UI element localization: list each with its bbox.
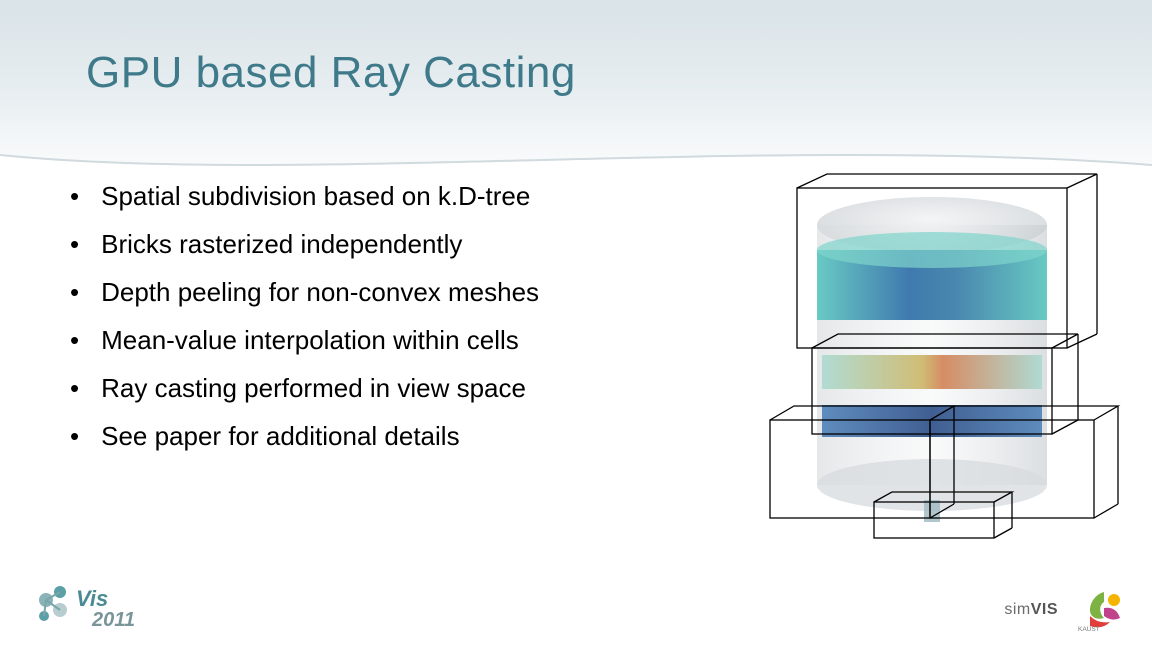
bullet-marker: •: [70, 418, 79, 454]
bullet-item: • Spatial subdivision based on k.D-tree: [70, 178, 690, 214]
slide: GPU based Ray Casting • Spatial subdivis…: [0, 0, 1152, 648]
bullet-item: • Ray casting performed in view space: [70, 370, 690, 406]
vis2011-logo: Vis 2011: [34, 582, 184, 634]
footer-logos: Vis 2011 simVIS KAUST: [0, 578, 1152, 648]
bullet-marker: •: [70, 370, 79, 406]
bullet-item: • Depth peeling for non-convex meshes: [70, 274, 690, 310]
kaust-text: KAUST: [1078, 626, 1100, 632]
bullet-item: • Mean-value interpolation within cells: [70, 322, 690, 358]
bullet-item: • Bricks rasterized independently: [70, 226, 690, 262]
bullet-list: • Spatial subdivision based on k.D-tree …: [70, 178, 690, 466]
bullet-marker: •: [70, 274, 79, 310]
slide-title: GPU based Ray Casting: [86, 48, 576, 98]
volume-render-figure: [742, 170, 1122, 550]
bullet-marker: •: [70, 226, 79, 262]
simvis-logo: simVIS: [1004, 601, 1058, 619]
bullet-text: Spatial subdivision based on k.D-tree: [101, 178, 530, 214]
bullet-marker: •: [70, 322, 79, 358]
bullet-item: • See paper for additional details: [70, 418, 690, 454]
svg-text:Vis: Vis: [76, 586, 108, 611]
simvis-thin: sim: [1004, 601, 1030, 618]
bullet-text: Ray casting performed in view space: [101, 370, 526, 406]
bullet-text: Bricks rasterized independently: [101, 226, 462, 262]
simvis-bold: VIS: [1031, 601, 1058, 618]
kaust-logo: KAUST: [1076, 588, 1132, 632]
bullet-text: Depth peeling for non-convex meshes: [101, 274, 539, 310]
svg-text:2011: 2011: [91, 609, 135, 631]
cylinder: [817, 197, 1047, 522]
bullet-marker: •: [70, 178, 79, 214]
bullet-text: See paper for additional details: [101, 418, 459, 454]
bullet-text: Mean-value interpolation within cells: [101, 322, 519, 358]
